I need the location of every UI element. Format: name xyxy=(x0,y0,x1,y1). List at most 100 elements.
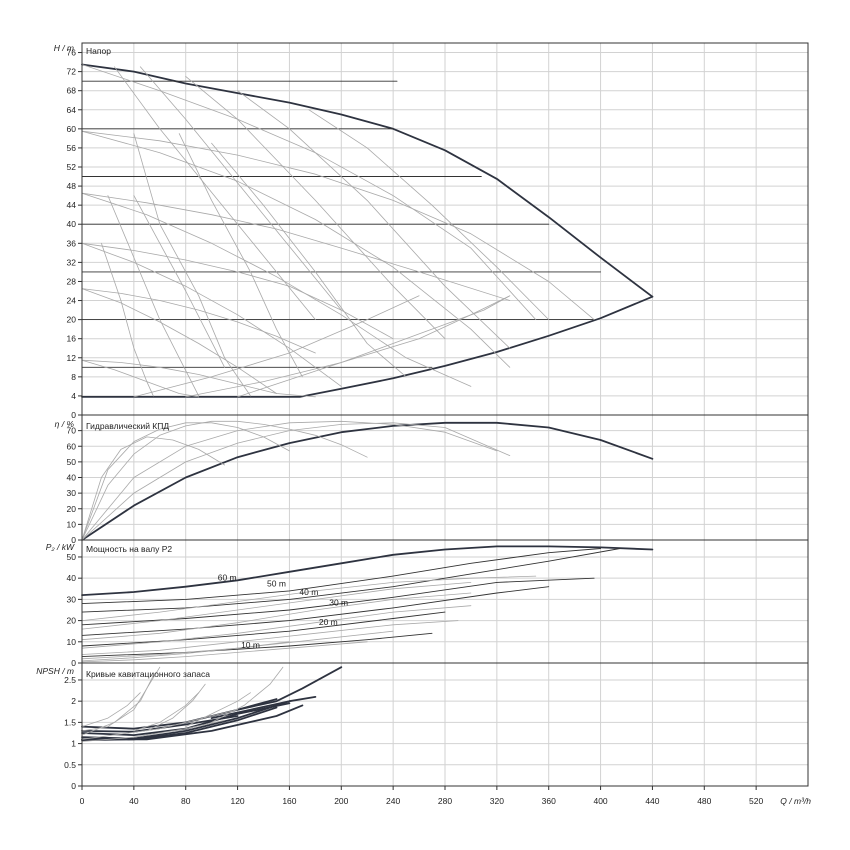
curve-annotation-4: 20 m xyxy=(319,617,338,627)
ytick-label-head: 0 xyxy=(71,410,76,420)
power-curve-secondary-10 xyxy=(81,605,472,649)
ytick-label-head: 68 xyxy=(67,86,77,96)
ytick-label-efficiency: 30 xyxy=(67,488,77,498)
npsh-curve-main-3 xyxy=(81,700,291,740)
head-curve-secondary-18 xyxy=(81,359,316,398)
efficiency-curve-secondary-4 xyxy=(81,422,511,541)
xtick-label: 360 xyxy=(542,796,556,806)
power-curve-setpoint-6 xyxy=(81,632,433,658)
xtick-label: 520 xyxy=(749,796,763,806)
head-curve-secondary-10 xyxy=(81,130,595,321)
ytick-label-head: 36 xyxy=(67,238,77,248)
curve-annotation-3: 30 m xyxy=(329,598,348,608)
ytick-label-power: 0 xyxy=(71,658,76,668)
xtick-label: 80 xyxy=(181,796,191,806)
ytick-label-head: 64 xyxy=(67,105,77,115)
head-curve-secondary-32 xyxy=(133,295,420,398)
head-curve-secondary-25 xyxy=(133,133,251,397)
efficiency-curve-secondary-1 xyxy=(81,420,368,541)
efficiency-curve-main-0 xyxy=(81,421,654,541)
xlabel: Q / m³/h xyxy=(780,796,811,806)
power-curve-main-0 xyxy=(81,545,654,596)
ytick-label-head: 48 xyxy=(67,181,77,191)
ytick-label-npsh: 2.5 xyxy=(64,675,76,685)
curve-annotation-1: 50 m xyxy=(267,579,286,589)
ytick-label-efficiency: 20 xyxy=(67,504,77,514)
head-curve-main-1 xyxy=(81,295,654,398)
xtick-label: 280 xyxy=(438,796,452,806)
power-curve-secondary-9 xyxy=(81,592,472,641)
ytick-label-npsh: 0 xyxy=(71,781,76,791)
head-curve-secondary-27 xyxy=(211,142,407,378)
ytick-label-efficiency: 10 xyxy=(67,519,77,529)
ylabel-efficiency: η / % xyxy=(55,419,75,429)
ytick-label-head: 32 xyxy=(67,257,77,267)
npsh-curve-secondary-11 xyxy=(133,692,200,732)
npsh-curve-secondary-14 xyxy=(211,666,284,723)
ytick-label-efficiency: 70 xyxy=(67,426,77,436)
power-curve-secondary-7 xyxy=(81,575,537,621)
ytick-label-head: 20 xyxy=(67,315,77,325)
head-curve-secondary-12 xyxy=(81,192,511,301)
power-curve-secondary-13 xyxy=(81,641,290,662)
ytick-label-head: 40 xyxy=(67,219,77,229)
xtick-label: 480 xyxy=(697,796,711,806)
ytick-label-head: 72 xyxy=(67,67,77,77)
xtick-label: 160 xyxy=(282,796,296,806)
head-curve-secondary-17 xyxy=(81,288,277,394)
head-curve-secondary-21 xyxy=(139,66,342,311)
curve-annotation-2: 40 m xyxy=(299,587,318,597)
xtick-label: 120 xyxy=(230,796,244,806)
power-curve-setpoint-5 xyxy=(81,611,446,647)
power-curve-setpoint-1 xyxy=(81,548,602,605)
head-curve-secondary-24 xyxy=(308,109,550,321)
npsh-curve-main-7 xyxy=(210,696,317,719)
ytick-label-npsh: 1.5 xyxy=(64,717,76,727)
power-curve-setpoint-2 xyxy=(81,548,621,613)
ytick-label-power: 10 xyxy=(67,637,77,647)
npsh-curve-secondary-9 xyxy=(81,675,154,736)
xtick-label: 40 xyxy=(129,796,139,806)
head-curve-secondary-20 xyxy=(114,66,316,321)
ytick-label-efficiency: 0 xyxy=(71,535,76,545)
ytick-label-power: 30 xyxy=(67,594,77,604)
grid-layer xyxy=(82,43,808,786)
npsh-curve-main-4 xyxy=(81,704,304,741)
npsh-curve-main-5 xyxy=(81,715,239,733)
npsh-curve-secondary-10 xyxy=(81,692,141,727)
head-curve-secondary-31 xyxy=(185,295,511,398)
ytick-label-head: 52 xyxy=(67,162,77,172)
ytick-label-head: 12 xyxy=(67,353,77,363)
power-curve-setpoint-4 xyxy=(81,586,550,636)
head-curve-secondary-22 xyxy=(185,76,446,340)
label-layer: 0481216202428323640444852566064687276010… xyxy=(64,48,763,806)
ylabel-power: P₂ / kW xyxy=(46,542,75,552)
npsh-curve-secondary-13 xyxy=(185,692,251,727)
ytick-label-npsh: 2 xyxy=(71,696,76,706)
ytick-label-power: 20 xyxy=(67,616,77,626)
npsh-curve-secondary-12 xyxy=(146,683,206,732)
power-curve-secondary-14 xyxy=(81,641,368,663)
head-curve-secondary-28 xyxy=(107,195,200,397)
ytick-label-head: 16 xyxy=(67,334,77,344)
npsh-curve-secondary-15 xyxy=(81,709,239,740)
head-curve-secondary-23 xyxy=(237,90,511,349)
ytick-label-npsh: 0.5 xyxy=(64,760,76,770)
curve-annotation-5: 10 m xyxy=(241,640,260,650)
efficiency-curve-secondary-3 xyxy=(81,420,498,541)
ytick-label-power: 40 xyxy=(67,573,77,583)
ylabel-head: H / m xyxy=(54,43,74,53)
ytick-label-head: 60 xyxy=(67,124,77,134)
ylabel-npsh: NPSH / m xyxy=(36,666,74,676)
panel-title-power: Мощность на валу P2 xyxy=(86,544,172,554)
panel-title-npsh: Кривые кавитационного запаса xyxy=(86,669,210,679)
npsh-curve-secondary-16 xyxy=(81,719,226,742)
ytick-label-head: 8 xyxy=(71,372,76,382)
curve-annotation-0: 60 m xyxy=(218,572,237,582)
ytick-label-head: 24 xyxy=(67,296,77,306)
efficiency-curve-secondary-2 xyxy=(81,422,290,541)
xtick-label: 0 xyxy=(80,796,85,806)
head-curve-secondary-26 xyxy=(178,133,303,378)
ytick-label-efficiency: 60 xyxy=(67,441,77,451)
